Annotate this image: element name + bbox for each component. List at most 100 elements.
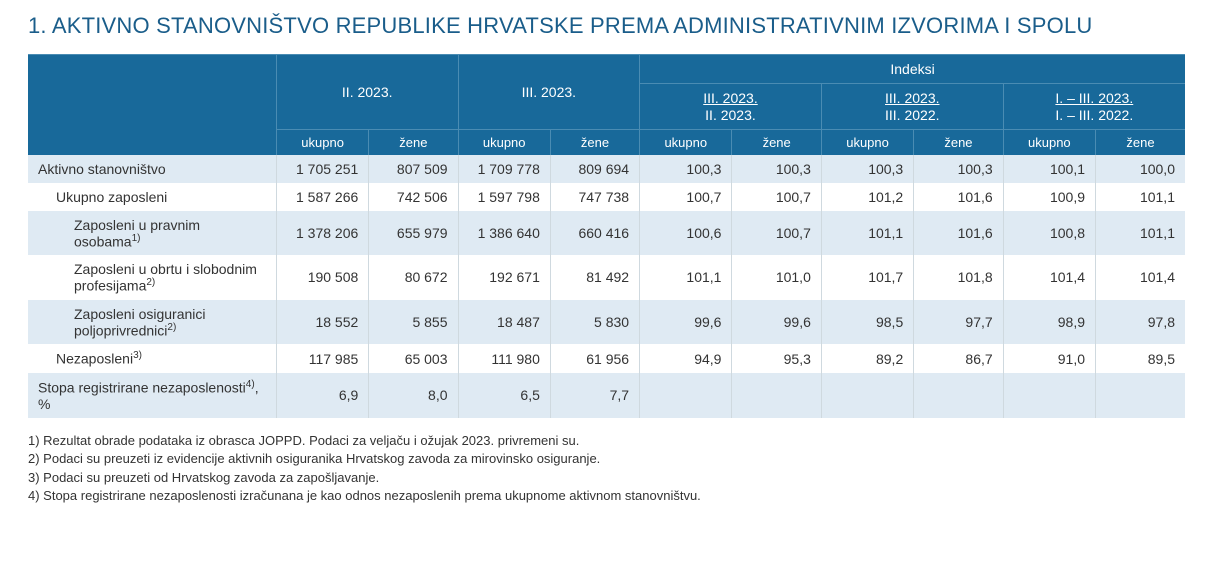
cell-value: 101,1 xyxy=(1096,183,1185,211)
cell-value: 101,1 xyxy=(640,255,732,300)
cell-value xyxy=(732,373,821,418)
table-header: II. 2023. III. 2023. Indeksi III. 2023.I… xyxy=(28,54,1185,155)
sub-ukupno: ukupno xyxy=(640,129,732,155)
cell-value: 99,6 xyxy=(640,300,732,345)
cell-value: 98,5 xyxy=(821,300,913,345)
cell-value: 100,1 xyxy=(1003,155,1095,183)
cell-value: 99,6 xyxy=(732,300,821,345)
row-label: Zaposleni u obrtu i slobodnim profesijam… xyxy=(28,255,276,300)
cell-value: 100,3 xyxy=(732,155,821,183)
idx1-den: II. 2023. xyxy=(703,107,757,123)
cell-value: 101,6 xyxy=(914,211,1003,256)
cell-value: 100,0 xyxy=(1096,155,1185,183)
cell-value: 100,3 xyxy=(640,155,732,183)
cell-value: 80 672 xyxy=(369,255,458,300)
cell-value: 18 552 xyxy=(276,300,368,345)
table-row: Ukupno zaposleni1 587 266742 5061 597 79… xyxy=(28,183,1185,211)
sub-ukupno: ukupno xyxy=(458,129,550,155)
cell-value: 89,2 xyxy=(821,344,913,373)
sub-zene: žene xyxy=(1096,129,1185,155)
cell-value: 100,3 xyxy=(914,155,1003,183)
cell-value: 807 509 xyxy=(369,155,458,183)
cell-value: 86,7 xyxy=(914,344,1003,373)
table-body: Aktivno stanovništvo1 705 251807 5091 70… xyxy=(28,155,1185,418)
footnote-line: 3) Podaci su preuzeti od Hrvatskog zavod… xyxy=(28,469,1185,487)
idx3-den: I. – III. 2022. xyxy=(1055,107,1133,123)
cell-value xyxy=(1096,373,1185,418)
table-row: Aktivno stanovništvo1 705 251807 5091 70… xyxy=(28,155,1185,183)
cell-value xyxy=(821,373,913,418)
cell-value: 100,3 xyxy=(821,155,913,183)
cell-value: 117 985 xyxy=(276,344,368,373)
sub-zene: žene xyxy=(914,129,1003,155)
cell-value xyxy=(914,373,1003,418)
row-label: Zaposleni osiguranici poljoprivrednici2) xyxy=(28,300,276,345)
cell-value: 190 508 xyxy=(276,255,368,300)
sub-ukupno: ukupno xyxy=(821,129,913,155)
header-period1: II. 2023. xyxy=(276,54,458,129)
idx1-num: III. 2023. xyxy=(703,90,757,107)
header-idx3: I. – III. 2023.I. – III. 2022. xyxy=(1003,83,1185,129)
cell-value: 660 416 xyxy=(550,211,639,256)
row-label: Ukupno zaposleni xyxy=(28,183,276,211)
cell-value: 100,7 xyxy=(732,211,821,256)
cell-value: 1 587 266 xyxy=(276,183,368,211)
cell-value: 5 855 xyxy=(369,300,458,345)
cell-value: 100,7 xyxy=(732,183,821,211)
cell-value: 94,9 xyxy=(640,344,732,373)
table-row: Stopa registrirane nezaposlenosti4), %6,… xyxy=(28,373,1185,418)
cell-value: 100,7 xyxy=(640,183,732,211)
table-row: Zaposleni u obrtu i slobodnim profesijam… xyxy=(28,255,1185,300)
header-idx1: III. 2023.II. 2023. xyxy=(640,83,822,129)
cell-value: 1 597 798 xyxy=(458,183,550,211)
cell-value: 742 506 xyxy=(369,183,458,211)
sub-zene: žene xyxy=(369,129,458,155)
header-blank xyxy=(28,54,276,155)
footnote-line: 4) Stopa registrirane nezaposlenosti izr… xyxy=(28,487,1185,505)
cell-value: 101,4 xyxy=(1096,255,1185,300)
sub-ukupno: ukupno xyxy=(276,129,368,155)
cell-value: 5 830 xyxy=(550,300,639,345)
cell-value: 8,0 xyxy=(369,373,458,418)
row-label: Aktivno stanovništvo xyxy=(28,155,276,183)
cell-value: 100,8 xyxy=(1003,211,1095,256)
cell-value: 6,9 xyxy=(276,373,368,418)
cell-value: 101,2 xyxy=(821,183,913,211)
cell-value: 1 709 778 xyxy=(458,155,550,183)
idx3-num: I. – III. 2023. xyxy=(1055,90,1133,107)
cell-value: 1 705 251 xyxy=(276,155,368,183)
header-idx2: III. 2023.III. 2022. xyxy=(821,83,1003,129)
cell-value: 100,9 xyxy=(1003,183,1095,211)
row-label: Nezaposleni3) xyxy=(28,344,276,373)
cell-value: 101,7 xyxy=(821,255,913,300)
idx2-den: III. 2022. xyxy=(885,107,939,123)
header-indices: Indeksi xyxy=(640,54,1185,83)
cell-value: 89,5 xyxy=(1096,344,1185,373)
sub-ukupno: ukupno xyxy=(1003,129,1095,155)
cell-value: 65 003 xyxy=(369,344,458,373)
cell-value: 101,4 xyxy=(1003,255,1095,300)
footnote-line: 2) Podaci su preuzeti iz evidencije akti… xyxy=(28,450,1185,468)
cell-value: 1 386 640 xyxy=(458,211,550,256)
cell-value: 6,5 xyxy=(458,373,550,418)
cell-value: 655 979 xyxy=(369,211,458,256)
cell-value: 1 378 206 xyxy=(276,211,368,256)
header-period2: III. 2023. xyxy=(458,54,640,129)
cell-value: 61 956 xyxy=(550,344,639,373)
cell-value: 809 694 xyxy=(550,155,639,183)
cell-value: 95,3 xyxy=(732,344,821,373)
cell-value: 101,8 xyxy=(914,255,1003,300)
page-title: 1. AKTIVNO STANOVNIŠTVO REPUBLIKE HRVATS… xyxy=(28,12,1185,40)
sub-zene: žene xyxy=(732,129,821,155)
footnotes: 1) Rezultat obrade podataka iz obrasca J… xyxy=(28,432,1185,505)
data-table: II. 2023. III. 2023. Indeksi III. 2023.I… xyxy=(28,54,1185,418)
cell-value: 747 738 xyxy=(550,183,639,211)
table-row: Nezaposleni3)117 98565 003111 98061 9569… xyxy=(28,344,1185,373)
table-row: Zaposleni osiguranici poljoprivrednici2)… xyxy=(28,300,1185,345)
cell-value xyxy=(1003,373,1095,418)
cell-value: 101,1 xyxy=(821,211,913,256)
footnote-line: 1) Rezultat obrade podataka iz obrasca J… xyxy=(28,432,1185,450)
sub-zene: žene xyxy=(550,129,639,155)
cell-value: 18 487 xyxy=(458,300,550,345)
cell-value: 101,6 xyxy=(914,183,1003,211)
